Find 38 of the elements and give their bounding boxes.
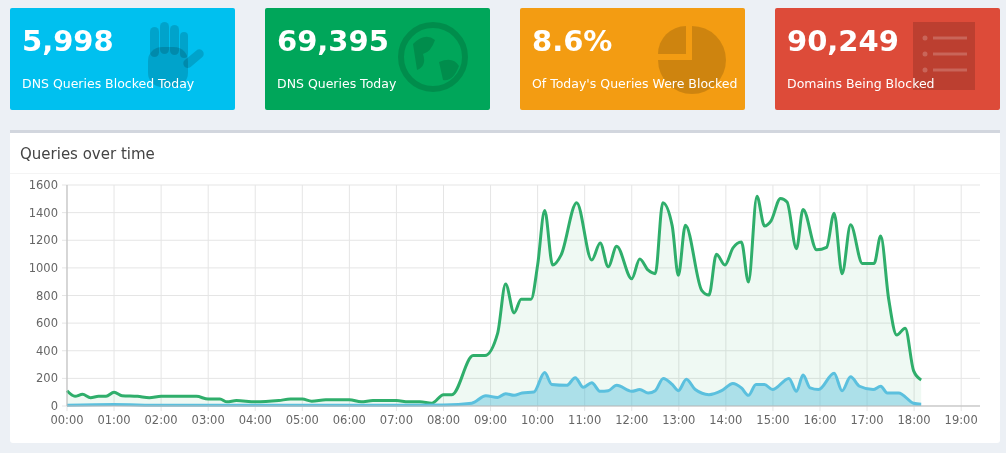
x-tick-label: 12:00	[615, 413, 649, 427]
x-tick-label: 08:00	[426, 413, 461, 427]
x-tick-label: 13:00	[662, 413, 696, 427]
x-tick-label: 03:00	[191, 413, 225, 427]
y-tick-label: 800	[36, 288, 58, 303]
x-tick-label: 18:00	[897, 413, 931, 427]
y-tick-label: 1200	[28, 233, 58, 248]
y-tick-label: 200	[36, 371, 58, 386]
text: 90,249	[787, 24, 899, 58]
text: 5,998	[22, 24, 114, 58]
y-tick-label: 400	[36, 343, 58, 358]
x-tick-label: 10:00	[521, 413, 555, 427]
y-tick-label: 1000	[28, 260, 58, 275]
text: Of Today's Queries Were Blocked	[532, 76, 738, 91]
x-tick-label: 11:00	[568, 413, 602, 427]
text: Domains Being Blocked	[787, 76, 935, 91]
x-tick-label: 00:00	[50, 413, 84, 427]
text: 69,395	[277, 24, 389, 58]
x-tick-label: 06:00	[332, 413, 366, 427]
text: 8.6%	[532, 24, 613, 58]
y-tick-label: 0	[50, 399, 58, 413]
x-tick-label: 09:00	[473, 413, 508, 427]
x-tick-label: 15:00	[756, 413, 790, 427]
y-tick-label: 600	[36, 316, 58, 331]
x-tick-label: 04:00	[238, 413, 272, 427]
x-tick-label: 17:00	[850, 413, 884, 427]
x-tick-label: 05:00	[285, 413, 319, 427]
text: DNS Queries Today	[277, 76, 397, 91]
x-tick-label: 07:00	[379, 413, 414, 427]
text: DNS Queries Blocked Today	[22, 76, 195, 91]
x-tick-label: 01:00	[97, 413, 131, 427]
y-tick-label: 1400	[28, 205, 58, 220]
y-tick-label: 1600	[28, 178, 58, 192]
chart-title: Queries over time	[20, 145, 155, 163]
x-tick-label: 02:00	[144, 413, 178, 427]
x-tick-label: 19:00	[944, 413, 978, 427]
x-tick-label: 14:00	[709, 413, 743, 427]
x-tick-label: 16:00	[803, 413, 837, 427]
